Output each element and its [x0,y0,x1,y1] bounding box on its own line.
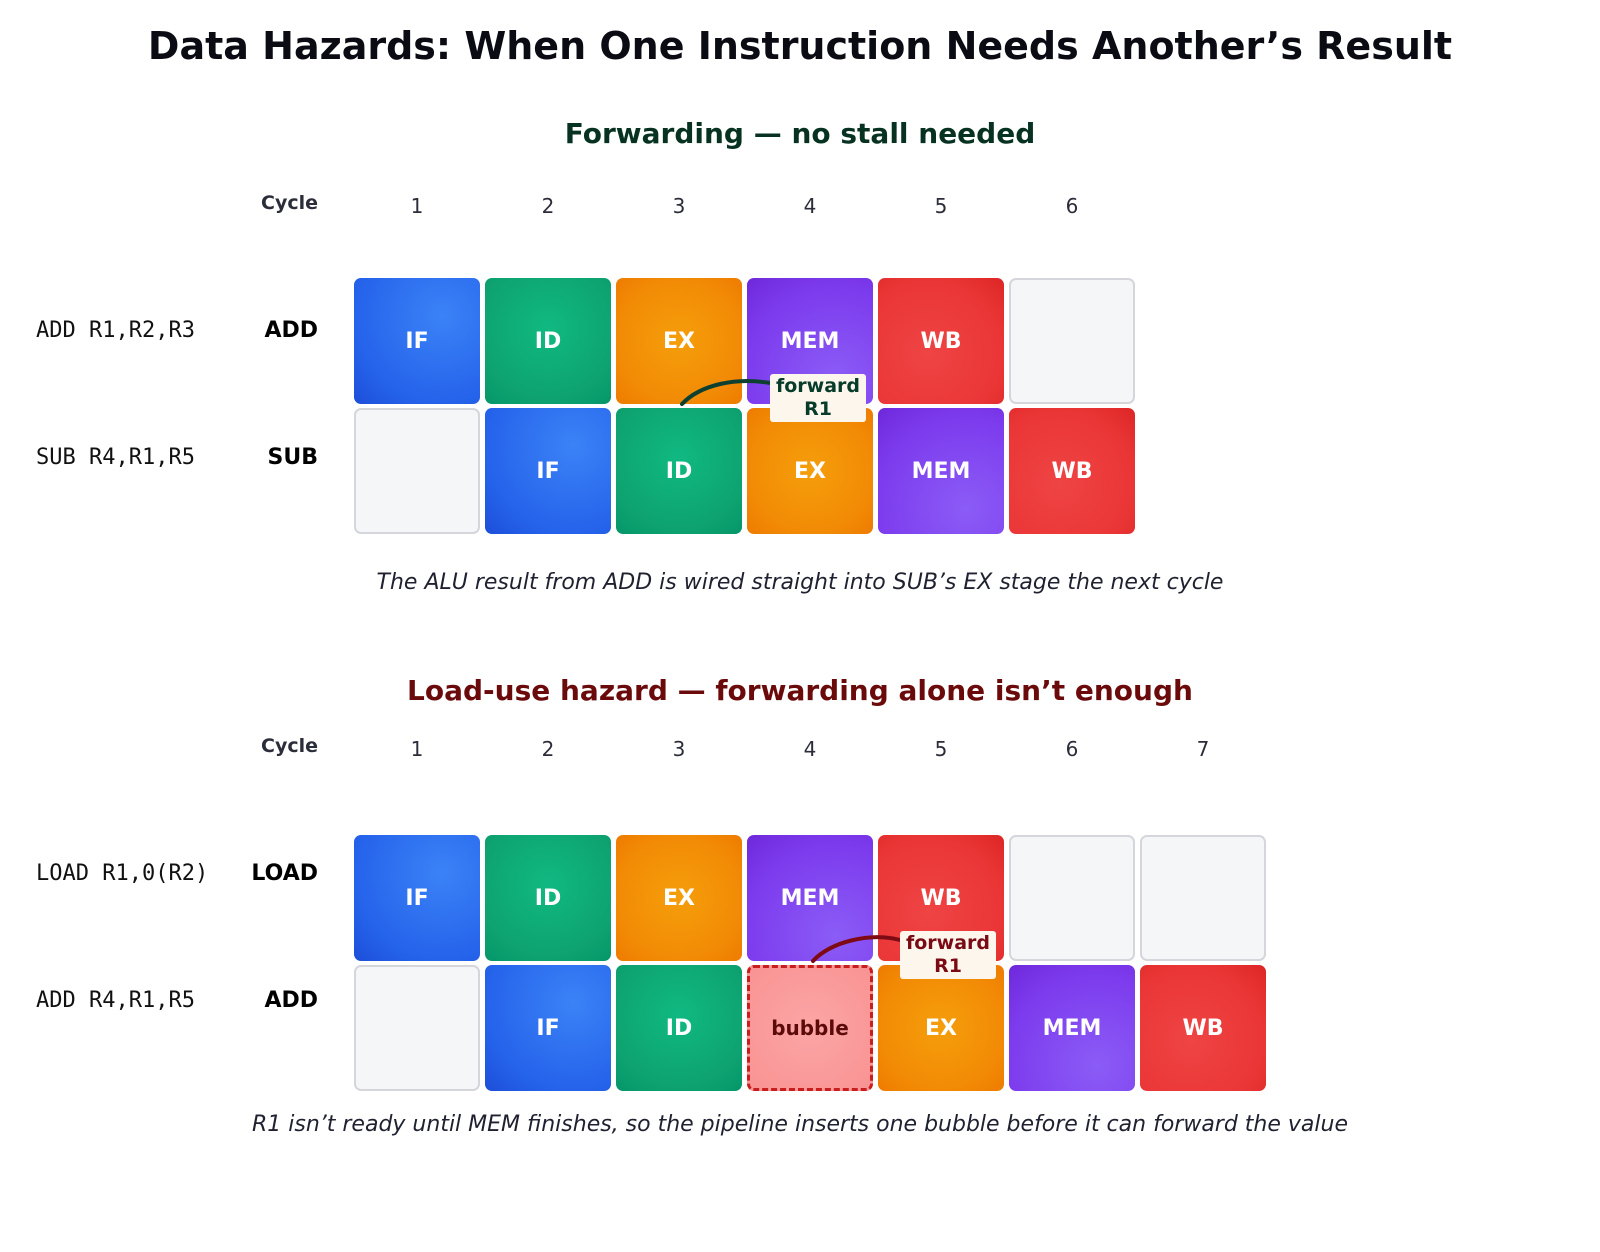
stage-cell-if: IF [354,278,480,404]
section-1-row-2-instruction: SUB R4,R1,R5 [36,445,195,470]
stage-cell-if: IF [485,408,611,534]
cycle-number: 3 [672,737,686,761]
section-2-caption: R1 isn’t ready until MEM finishes, so th… [251,1112,1348,1137]
section-2-row-1-instruction: LOAD R1,0(R2) [36,861,209,886]
stage-cell-empty [354,965,480,1091]
cycle-number: 5 [934,737,948,761]
section-2-forward-label: forward R1 [900,931,996,979]
stage-cell-id: ID [616,408,742,534]
stage-cell-id: ID [485,835,611,961]
stage-cell-wb: WB [878,278,1004,404]
section-1-title: Forwarding — no stall needed [564,117,1036,150]
stage-cell-wb: WB [1009,408,1135,534]
stage-cell-id: ID [485,278,611,404]
section-1-caption: The ALU result from ADD is wired straigh… [376,570,1224,595]
section-1-row-1-mnemonic: ADD [264,318,318,343]
section-1-forward-arrow [680,379,772,406]
stage-cell-empty [354,408,480,534]
cycle-number: 6 [1065,737,1079,761]
cycle-number: 1 [410,194,424,218]
cycle-number: 1 [410,737,424,761]
cycle-number: 6 [1065,194,1079,218]
stage-cell-ex: EX [878,965,1004,1091]
stage-cell-empty [1009,835,1135,961]
main-title: Data Hazards: When One Instruction Needs… [147,24,1453,68]
section-2-title: Load-use hazard — forwarding alone isn’t… [407,674,1193,707]
stage-cell-mem: MEM [1009,965,1135,1091]
stage-cell-ex: EX [747,408,873,534]
stage-cell-if: IF [354,835,480,961]
stage-cell-bubble: bubble [747,965,873,1091]
section-2-row-2-instruction: ADD R4,R1,R5 [36,988,195,1013]
stage-cell-ex: EX [616,835,742,961]
section-2-row-2-mnemonic: ADD [264,988,318,1013]
section-2-forward-arrow [811,935,902,963]
section-1-row-2-mnemonic: SUB [267,445,318,470]
cycle-number: 2 [541,194,555,218]
cycle-number: 2 [541,737,555,761]
stage-cell-mem: MEM [747,835,873,961]
section-1-row-1-instruction: ADD R1,R2,R3 [36,318,195,343]
stage-cell-if: IF [485,965,611,1091]
section-1-cycle-label: Cycle [261,192,318,214]
stage-cell-id: ID [616,965,742,1091]
section-2-cycle-label: Cycle [261,735,318,757]
stage-cell-empty [1009,278,1135,404]
cycle-number: 4 [803,194,817,218]
section-2-row-1-mnemonic: LOAD [251,861,318,886]
cycle-number: 5 [934,194,948,218]
cycle-number: 7 [1196,737,1210,761]
section-1-forward-label: forward R1 [770,374,866,422]
stage-cell-mem: MEM [878,408,1004,534]
cycle-number: 3 [672,194,686,218]
stage-cell-wb: WB [1140,965,1266,1091]
stage-cell-empty [1140,835,1266,961]
cycle-number: 4 [803,737,817,761]
